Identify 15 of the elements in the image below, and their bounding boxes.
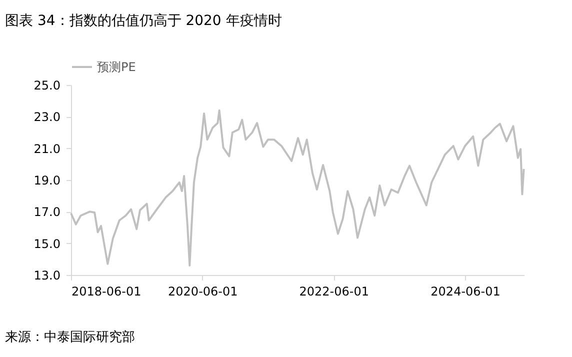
y-tick-label: 21.0 [34, 142, 60, 156]
y-tick-label: 15.0 [34, 236, 60, 251]
y-tick-label: 17.0 [34, 205, 60, 220]
chart-title: 图表 34：指数的估值仍高于 2020 年疫情时 [5, 13, 282, 29]
line-series [70, 109, 525, 266]
x-tick-label: 2018-06-01 [72, 284, 142, 298]
x-tick-label: 2022-06-01 [299, 284, 370, 298]
legend-label: 预测PE [97, 60, 136, 74]
source-note: 来源：中泰国际研究部 [5, 330, 135, 345]
y-tick-label: 13.0 [34, 268, 60, 282]
x-tick-label: 2024-06-01 [430, 284, 500, 298]
y-tick-label: 19.0 [34, 174, 60, 188]
y-tick-label: 23.0 [34, 110, 60, 124]
x-tick-label: 2020-06-01 [168, 284, 238, 298]
y-tick-label: 25.0 [34, 78, 60, 92]
